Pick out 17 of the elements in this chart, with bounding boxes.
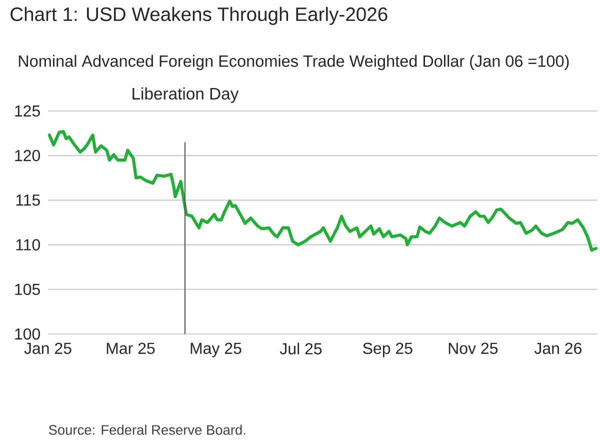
x-tick-label: Sep 25 (363, 342, 412, 358)
x-tick-label: May 25 (190, 342, 242, 358)
x-tick-label: Mar 25 (106, 342, 155, 354)
y-tick-label: 125 (15, 105, 40, 117)
y-tick-label: 110 (16, 239, 40, 250)
y-tick-label: 115 (16, 194, 40, 206)
chart-title: Chart 1: USD Weakens Through Early-2026 (10, 6, 388, 25)
x-tick-label: Jul 25 (280, 342, 322, 354)
y-tick-label: 105 (15, 284, 40, 296)
y-tick-label: 100 (15, 328, 40, 340)
y-tick-label: 120 (15, 150, 40, 162)
chart-subtitle: Nominal Advanced Foreign Economies Trade Weighted Dollar (Jan 06 =100) (18, 54, 569, 70)
x-tick-label: Nov 25 (448, 342, 498, 354)
x-tick-label: Jan 26 (534, 342, 582, 354)
source-note: Source: Federal Reserve Board. (48, 424, 246, 435)
x-tick-label: Jan 25 (24, 342, 72, 354)
ref-line-label: Liberation Day (132, 87, 239, 103)
